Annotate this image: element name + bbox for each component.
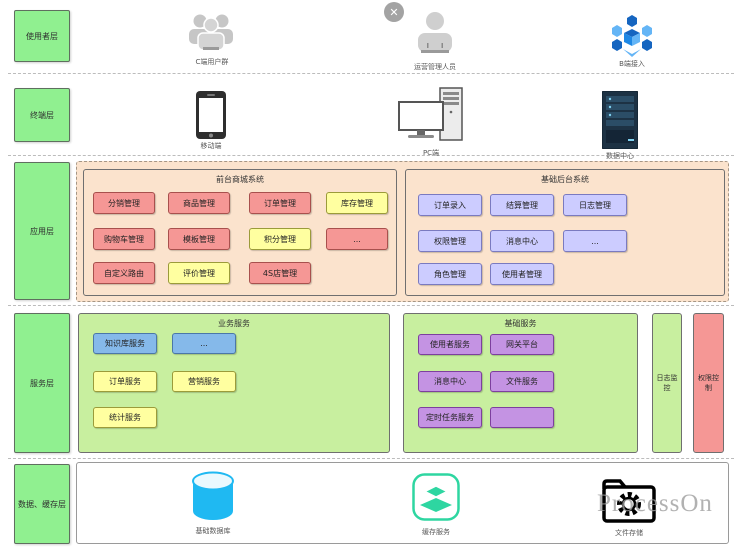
desktop-pc-icon	[398, 87, 463, 141]
access-caption: B端接入	[619, 60, 645, 68]
database-icon	[192, 471, 234, 520]
layer-label-service: 服务层	[14, 313, 70, 453]
row-separator	[8, 155, 734, 156]
node-front-5: 模板管理	[168, 228, 230, 250]
row-separator	[8, 73, 734, 74]
business-services-title: 业务服务	[218, 319, 250, 328]
back-system-title: 基础后台系统	[541, 175, 589, 184]
node-basic-0: 使用者服务	[418, 334, 482, 355]
node-basic-3: 文件服务	[490, 371, 554, 392]
node-basic-5	[490, 407, 554, 428]
node-basic-1: 网关平台	[490, 334, 554, 355]
node-front-0: 分销管理	[93, 192, 155, 214]
node-front-10: 4S店管理	[249, 262, 311, 284]
node-front-1: 商品管理	[168, 192, 230, 214]
layer-label-application: 应用层	[14, 162, 70, 300]
processon-watermark: ProcessOn	[597, 490, 713, 517]
pc-caption: PC端	[422, 149, 440, 157]
operator-person-icon	[418, 12, 452, 53]
users-group-caption: C端用户群	[195, 58, 229, 66]
files-caption: 文件存储	[615, 529, 643, 537]
node-back-5: ...	[563, 230, 627, 252]
node-biz-0: 知识库服务	[93, 333, 157, 354]
folder-gear-icon	[602, 479, 656, 523]
operator-caption: 运营管理人员	[414, 63, 456, 71]
network-cubes-icon	[612, 15, 652, 57]
cache-caption: 缓存服务	[422, 528, 450, 536]
node-biz-1: ...	[172, 333, 236, 354]
layer-label-user: 使用者层	[14, 10, 70, 62]
node-front-8: 自定义路由	[93, 262, 155, 284]
row-separator	[8, 458, 734, 459]
server-rack-icon	[602, 91, 638, 149]
node-biz-3: 营销服务	[172, 371, 236, 392]
mobile-caption: 移动端	[200, 142, 222, 150]
users-group-icon	[189, 14, 233, 51]
node-front-3: 库存管理	[326, 192, 388, 214]
node-back-2: 日志管理	[563, 194, 627, 216]
node-basic-4: 定时任务服务	[418, 407, 482, 428]
node-back-0: 订单录入	[418, 194, 482, 216]
cache-layers-icon	[412, 473, 460, 521]
node-back-6: 角色管理	[418, 263, 482, 285]
node-back-3: 权限管理	[418, 230, 482, 252]
row-separator	[8, 305, 734, 306]
node-biz-4: 统计服务	[93, 407, 157, 428]
node-front-4: 购物车管理	[93, 228, 155, 250]
node-front-2: 订单管理	[249, 192, 311, 214]
front-system-title: 前台商城系统	[216, 175, 264, 184]
node-basic-2: 消息中心	[418, 371, 482, 392]
node-back-1: 结算管理	[490, 194, 554, 216]
datacenter-caption: 数据中心	[606, 152, 634, 160]
database-caption: 基础数据库	[195, 527, 231, 535]
auth-control-bar: 权限控制	[693, 313, 724, 453]
node-front-9: 评价管理	[168, 262, 230, 284]
node-biz-2: 订单服务	[93, 371, 157, 392]
layer-label-terminal: 终端层	[14, 88, 70, 142]
basic-services-title: 基础服务	[504, 319, 537, 328]
node-front-6: 积分管理	[249, 228, 311, 250]
node-back-7: 使用者管理	[490, 263, 554, 285]
layer-label-data: 数据、缓存层	[14, 464, 70, 544]
node-back-4: 消息中心	[490, 230, 554, 252]
log-monitor-bar: 日志监控	[652, 313, 682, 453]
close-icon[interactable]: ✕	[384, 2, 404, 22]
node-front-7: ...	[326, 228, 388, 250]
smartphone-icon	[196, 91, 226, 139]
